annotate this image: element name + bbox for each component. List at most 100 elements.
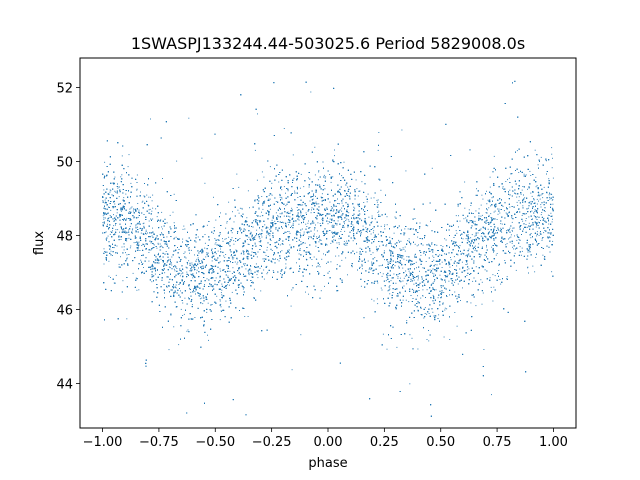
data-point bbox=[261, 196, 263, 197]
data-point bbox=[482, 236, 484, 238]
data-point bbox=[398, 239, 400, 241]
data-point bbox=[255, 219, 257, 221]
data-point bbox=[110, 250, 112, 252]
data-point bbox=[548, 215, 550, 216]
data-point bbox=[502, 205, 504, 207]
data-point bbox=[266, 265, 268, 267]
data-point bbox=[275, 201, 277, 202]
data-point bbox=[297, 209, 299, 211]
data-point bbox=[201, 297, 203, 299]
data-point bbox=[367, 193, 369, 195]
data-point bbox=[406, 256, 408, 258]
data-point bbox=[514, 252, 516, 254]
data-point bbox=[315, 195, 316, 197]
data-point bbox=[200, 266, 202, 267]
data-point bbox=[347, 226, 349, 228]
data-point bbox=[474, 235, 476, 237]
data-point bbox=[211, 248, 213, 250]
data-point bbox=[106, 213, 108, 215]
data-point bbox=[194, 317, 196, 318]
data-point bbox=[309, 227, 311, 228]
data-point bbox=[324, 285, 325, 287]
data-point bbox=[268, 198, 270, 200]
data-point bbox=[516, 150, 518, 152]
data-point bbox=[411, 288, 413, 290]
data-point bbox=[314, 241, 316, 243]
data-point bbox=[230, 255, 232, 257]
data-point bbox=[454, 241, 456, 243]
data-point bbox=[551, 244, 553, 246]
data-point bbox=[123, 200, 125, 202]
data-point bbox=[300, 214, 302, 216]
data-point bbox=[318, 212, 320, 214]
data-point bbox=[236, 173, 238, 175]
data-point bbox=[380, 265, 382, 267]
data-point bbox=[205, 265, 207, 267]
data-point bbox=[157, 260, 159, 262]
data-point bbox=[340, 215, 342, 217]
data-point bbox=[179, 275, 181, 277]
data-point bbox=[239, 207, 241, 209]
data-point bbox=[203, 225, 205, 227]
data-point bbox=[318, 171, 320, 173]
data-point bbox=[505, 252, 507, 254]
data-point bbox=[343, 161, 345, 163]
data-point bbox=[424, 313, 426, 314]
data-point bbox=[220, 212, 221, 214]
data-point bbox=[212, 285, 214, 286]
data-point bbox=[308, 186, 310, 188]
data-point bbox=[247, 251, 249, 253]
data-point bbox=[224, 238, 226, 240]
data-point bbox=[417, 309, 419, 311]
data-point bbox=[190, 273, 192, 275]
data-point bbox=[489, 176, 491, 178]
data-point bbox=[387, 290, 389, 292]
data-point bbox=[302, 204, 304, 206]
data-point bbox=[120, 176, 122, 178]
data-point bbox=[433, 259, 435, 261]
data-point bbox=[258, 207, 260, 209]
data-point bbox=[126, 231, 128, 233]
data-point bbox=[521, 247, 523, 249]
data-point bbox=[159, 249, 161, 251]
data-point bbox=[457, 245, 459, 247]
data-point bbox=[397, 276, 399, 278]
data-point bbox=[112, 230, 113, 232]
data-point bbox=[320, 239, 322, 241]
data-point bbox=[120, 256, 121, 258]
data-point bbox=[126, 254, 128, 256]
data-point bbox=[530, 192, 532, 194]
data-point bbox=[413, 283, 415, 285]
data-point bbox=[220, 246, 221, 248]
data-point bbox=[231, 257, 233, 259]
data-point bbox=[384, 228, 386, 230]
data-point bbox=[416, 267, 417, 269]
data-point bbox=[336, 210, 338, 212]
data-point bbox=[138, 212, 140, 214]
data-point bbox=[361, 181, 363, 183]
data-point bbox=[522, 186, 524, 187]
data-point bbox=[143, 267, 144, 268]
data-point bbox=[183, 225, 185, 227]
data-point bbox=[448, 264, 450, 266]
data-point bbox=[461, 261, 463, 263]
data-point bbox=[509, 237, 511, 239]
data-point bbox=[232, 256, 234, 258]
data-point bbox=[364, 207, 365, 208]
data-point bbox=[113, 219, 115, 221]
data-point bbox=[402, 287, 404, 289]
data-point bbox=[491, 232, 493, 233]
data-point bbox=[135, 225, 137, 227]
data-point bbox=[113, 247, 115, 249]
data-point bbox=[220, 306, 222, 308]
data-point bbox=[504, 260, 506, 261]
data-point bbox=[525, 174, 527, 176]
data-point bbox=[259, 233, 261, 234]
data-point bbox=[384, 259, 385, 261]
data-point bbox=[245, 268, 247, 270]
data-point bbox=[406, 275, 408, 277]
data-point bbox=[138, 241, 140, 243]
data-point bbox=[528, 207, 529, 209]
data-point bbox=[506, 243, 508, 245]
data-point bbox=[476, 188, 477, 190]
